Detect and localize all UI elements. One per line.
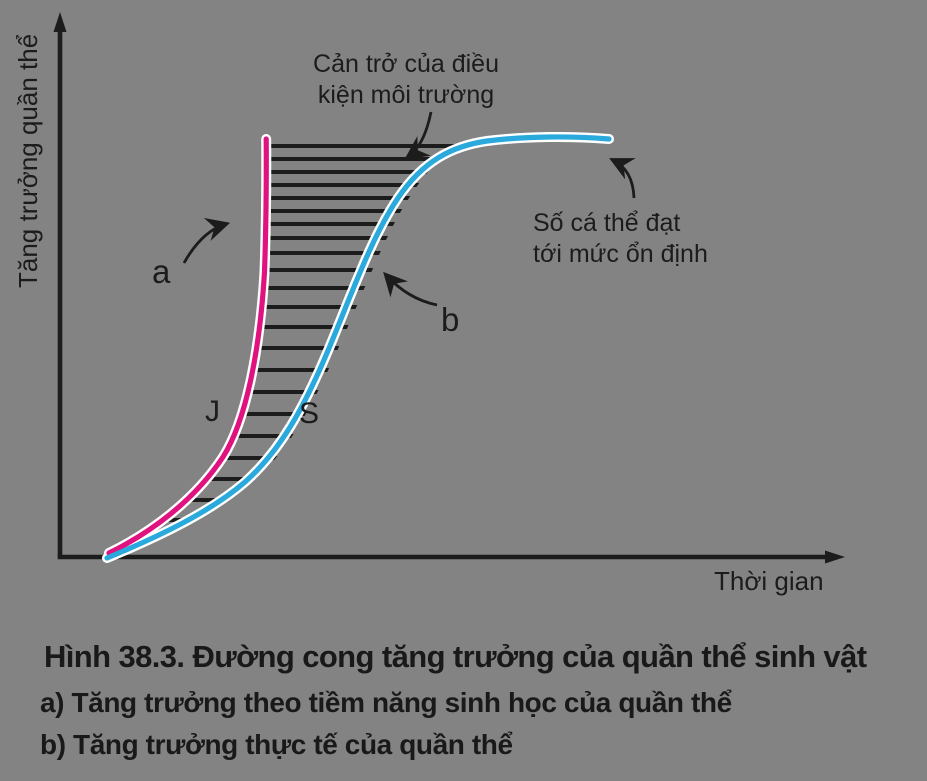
- arrow-a-to-j-curve-icon: [182, 218, 231, 264]
- arrow-stable-to-plateau-icon: [609, 158, 636, 199]
- s-curve-halo: [102, 131, 614, 563]
- y-axis-arrowhead-icon: [53, 12, 67, 32]
- x-axis-arrowhead-icon: [825, 550, 845, 564]
- figure-caption: Hình 38.3. Đường cong tăng trưởng của qu…: [40, 639, 914, 773]
- j-curve-halo: [104, 134, 272, 558]
- caption-line-a: a) Tăng trưởng theo tiềm năng sinh học c…: [40, 687, 732, 718]
- arrow-environment-to-hatch-icon: [404, 111, 433, 160]
- annotation-environment-line2: kiện môi trường: [318, 81, 494, 109]
- s-curve: [104, 134, 612, 561]
- y-axis-label: Tăng trưởng quần thể: [13, 34, 43, 288]
- caption-line-b: b) Tăng trưởng thực tế của quần thể: [40, 729, 513, 760]
- growth-curve-chart: Cản trở của điều kiện môi trường Số cá t…: [13, 12, 845, 596]
- x-axis-label: Thời gian: [714, 566, 824, 596]
- j-curve: [106, 136, 269, 556]
- annotation-stable-line2: tới mức ổn định: [533, 240, 708, 268]
- annotation-environment-line1: Cản trở của điều: [313, 50, 499, 78]
- label-b: b: [441, 301, 459, 338]
- caption-title: Hình 38.3. Đường cong tăng trưởng của qu…: [44, 639, 867, 674]
- label-j-curve: J: [205, 395, 220, 428]
- hatched-region-environment-resistance: [116, 144, 458, 540]
- annotation-stable-line1: Số cá thể đạt: [533, 209, 680, 237]
- label-s-curve: S: [299, 397, 319, 430]
- arrow-b-to-s-curve-icon: [383, 271, 438, 307]
- label-a: a: [152, 253, 171, 290]
